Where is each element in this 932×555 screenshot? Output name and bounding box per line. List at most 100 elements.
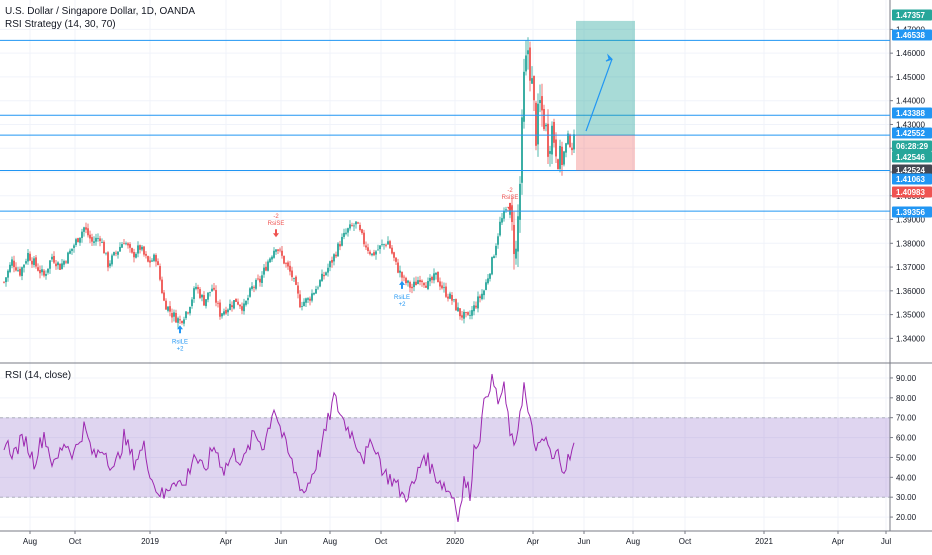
candle-body (65, 261, 67, 263)
rsi-tick-label: 80.00 (896, 394, 917, 403)
candle-body (329, 261, 331, 268)
candle-body (313, 293, 315, 295)
position-loss-zone[interactable] (576, 135, 635, 171)
symbol-title[interactable]: U.S. Dollar / Singapore Dollar, 1D, OAND… (5, 6, 196, 17)
candle-body (517, 216, 519, 252)
candle-body (513, 224, 515, 255)
candle-body (547, 123, 549, 157)
candle-body (385, 244, 387, 246)
candle-body (567, 133, 569, 145)
price-tick-label: 1.39000 (896, 216, 925, 225)
candle-body (273, 250, 275, 258)
candle-body (333, 254, 335, 262)
price-label-badge (892, 173, 932, 185)
candle-body (189, 306, 191, 314)
candle-body (445, 286, 447, 297)
candle-body (225, 310, 227, 314)
candle-body (525, 55, 527, 72)
candle-body (193, 288, 195, 299)
candle-body (421, 280, 423, 283)
arrow-head (605, 53, 613, 62)
candle-body (455, 299, 457, 311)
candle-body (241, 306, 243, 311)
time-tick-label: 2021 (755, 537, 773, 546)
long-signal-label: RsiLE (172, 339, 188, 345)
candle-body (377, 249, 379, 251)
candle-body (429, 277, 431, 282)
candle-body (135, 253, 137, 258)
candle-body (463, 311, 465, 319)
candle-body (133, 251, 135, 258)
candle-body (251, 286, 253, 289)
candle-body (59, 263, 61, 270)
candle-body (109, 263, 111, 267)
candle-body (353, 225, 355, 227)
candle-body (203, 295, 205, 306)
candle-body (229, 303, 231, 310)
projection-arrow[interactable] (585, 58, 613, 132)
rsi-tick-label: 30.00 (896, 493, 917, 502)
candle-body (543, 109, 545, 130)
candle-body (487, 278, 489, 284)
candle-body (469, 315, 471, 316)
time-tick-label: Aug (626, 537, 640, 546)
candle-body (165, 300, 167, 310)
candle-body (263, 267, 265, 275)
candle-body (163, 292, 165, 301)
candle-body (177, 318, 179, 323)
candle-body (317, 287, 319, 289)
candle-body (291, 270, 293, 278)
candle-body (557, 159, 559, 170)
candle-body (415, 281, 417, 286)
rsi-band (0, 417, 890, 498)
price-tick-label: 1.38000 (896, 239, 925, 248)
candle-body (293, 278, 295, 279)
candle-body (111, 255, 113, 265)
time-tick-label: Apr (220, 537, 233, 546)
candle-body (305, 298, 307, 303)
candle-body (325, 272, 327, 275)
candle-body (357, 222, 359, 224)
short-signal-arrow (273, 229, 279, 238)
rsi-title[interactable]: RSI (14, close) (5, 370, 72, 381)
candle-body (167, 306, 169, 311)
candle-body (459, 308, 461, 317)
candle-body (7, 270, 9, 278)
candle-body (345, 232, 347, 234)
candle-body (339, 244, 341, 247)
candle-body (297, 285, 299, 294)
candle-body (391, 247, 393, 254)
time-tick-label: Oct (679, 537, 692, 546)
time-tick-label: Apr (832, 537, 845, 546)
candle-body (13, 260, 15, 268)
strategy-title[interactable]: RSI Strategy (14, 30, 70) (5, 19, 116, 30)
candle-body (155, 255, 157, 262)
candle-body (173, 312, 175, 317)
candle-body (381, 244, 383, 246)
rsi-legend: RSI (14, close) (5, 369, 71, 382)
candle-body (335, 254, 337, 257)
candle-body (45, 274, 47, 276)
candle-body (505, 209, 507, 211)
candle-body (33, 258, 35, 265)
candle-body (499, 221, 501, 236)
candle-body (137, 245, 139, 254)
long-signal-qty: +2 (399, 302, 407, 308)
candle-body (91, 237, 93, 242)
candle-body (475, 305, 477, 308)
rsi-tick-label: 50.00 (896, 453, 917, 462)
candle-body (399, 270, 401, 273)
rsi-tick-label: 40.00 (896, 473, 917, 482)
candle-body (47, 268, 49, 273)
candle-body (497, 236, 499, 245)
candle-body (447, 296, 449, 299)
time-tick-label: 2020 (446, 537, 464, 546)
short-signal-arrow (507, 202, 513, 211)
candle-body (303, 301, 305, 307)
candle-body (147, 256, 149, 262)
candle-body (257, 278, 259, 280)
candle-body (41, 269, 43, 273)
